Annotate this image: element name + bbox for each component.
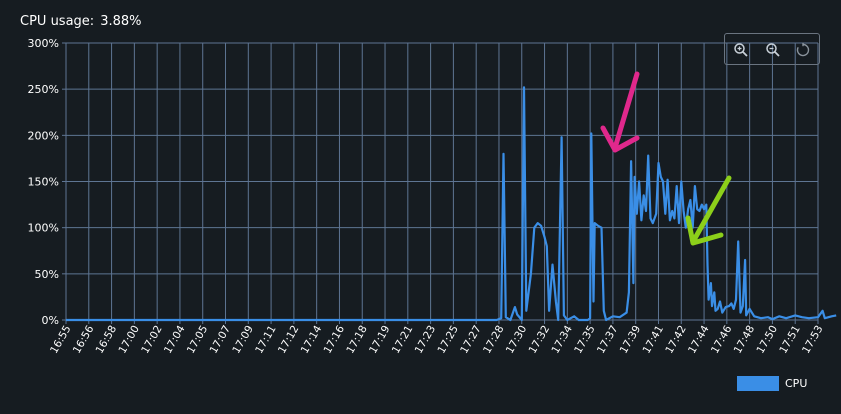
zoom-in-icon[interactable]: [733, 42, 749, 58]
x-tick-label: 17:27: [458, 324, 484, 356]
green-arrow-shaft: [691, 175, 732, 243]
y-tick-label: 100%: [28, 222, 59, 235]
x-tick-label: 17:09: [230, 324, 256, 356]
x-tick-label: 17:42: [663, 324, 689, 356]
x-tick-label: 17:18: [344, 324, 370, 356]
y-tick-label: 50%: [35, 268, 59, 281]
x-tick-label: 17:39: [618, 324, 644, 356]
zoom-out-icon[interactable]: [765, 42, 781, 58]
x-tick-label: 17:37: [595, 324, 621, 356]
x-tick-label: 17:21: [390, 324, 416, 356]
y-axis-ticks: 0% 50% 100% 150% 200% 250% 300%: [28, 37, 59, 327]
reset-zoom-icon[interactable]: [795, 42, 811, 58]
x-tick-label: 17:48: [732, 324, 758, 356]
cpu-usage-label: CPU usage:: [20, 14, 95, 29]
x-tick-label: 17:25: [435, 324, 461, 356]
green-arrow-head: [685, 215, 724, 246]
x-tick-label: 17:12: [276, 324, 302, 356]
x-tick-label: 17:50: [754, 324, 780, 356]
y-tick-label: 150%: [28, 176, 59, 189]
x-tick-label: 16:55: [48, 324, 74, 356]
chart-legend[interactable]: CPU: [737, 376, 807, 391]
x-tick-label: 17:11: [253, 324, 279, 356]
magenta-arrow-head: [600, 125, 640, 153]
x-tick-label: 17:32: [527, 324, 553, 356]
cpu-usage-value: 3.88%: [100, 14, 142, 29]
chart-title: CPU usage: 3.88%: [20, 14, 142, 29]
x-tick-label: 17:19: [367, 324, 393, 356]
magenta-arrow-annotation: [600, 71, 640, 153]
x-tick-label: 17:51: [777, 324, 803, 356]
x-tick-label: 17:28: [481, 324, 507, 356]
x-tick-label: 17:41: [641, 324, 667, 356]
x-tick-label: 16:58: [94, 324, 120, 356]
x-tick-label: 17:00: [116, 324, 142, 356]
x-tick-label: 17:02: [139, 324, 165, 356]
x-tick-label: 17:46: [709, 323, 735, 355]
chart-grid: [62, 42, 819, 324]
green-arrow-annotation: [685, 175, 732, 246]
y-tick-label: 0%: [42, 314, 59, 327]
x-tick-label: 17:16: [322, 323, 348, 355]
legend-label-cpu: CPU: [785, 377, 808, 390]
y-tick-label: 250%: [28, 83, 59, 96]
x-tick-label: 17:05: [185, 324, 211, 356]
x-tick-label: 17:23: [413, 324, 439, 356]
x-tick-label: 16:56: [71, 323, 97, 355]
y-tick-label: 300%: [28, 37, 59, 50]
x-tick-label: 17:35: [572, 324, 598, 356]
x-axis-ticks: 16:5516:5616:5817:0017:0217:0417:0517:07…: [48, 323, 826, 355]
magenta-arrow-shaft: [612, 71, 640, 151]
zoom-toolbar: [724, 33, 820, 65]
x-tick-label: 17:30: [504, 324, 530, 356]
cpu-series-line: [66, 86, 837, 322]
x-tick-label: 17:14: [299, 323, 325, 355]
x-tick-label: 17:07: [208, 324, 234, 356]
x-tick-label: 17:04: [162, 323, 188, 355]
x-tick-label: 17:34: [549, 323, 575, 355]
x-tick-label: 17:53: [800, 324, 826, 356]
legend-swatch-cpu: [737, 376, 779, 391]
y-tick-label: 200%: [28, 129, 59, 142]
x-tick-label: 17:44: [686, 323, 712, 355]
